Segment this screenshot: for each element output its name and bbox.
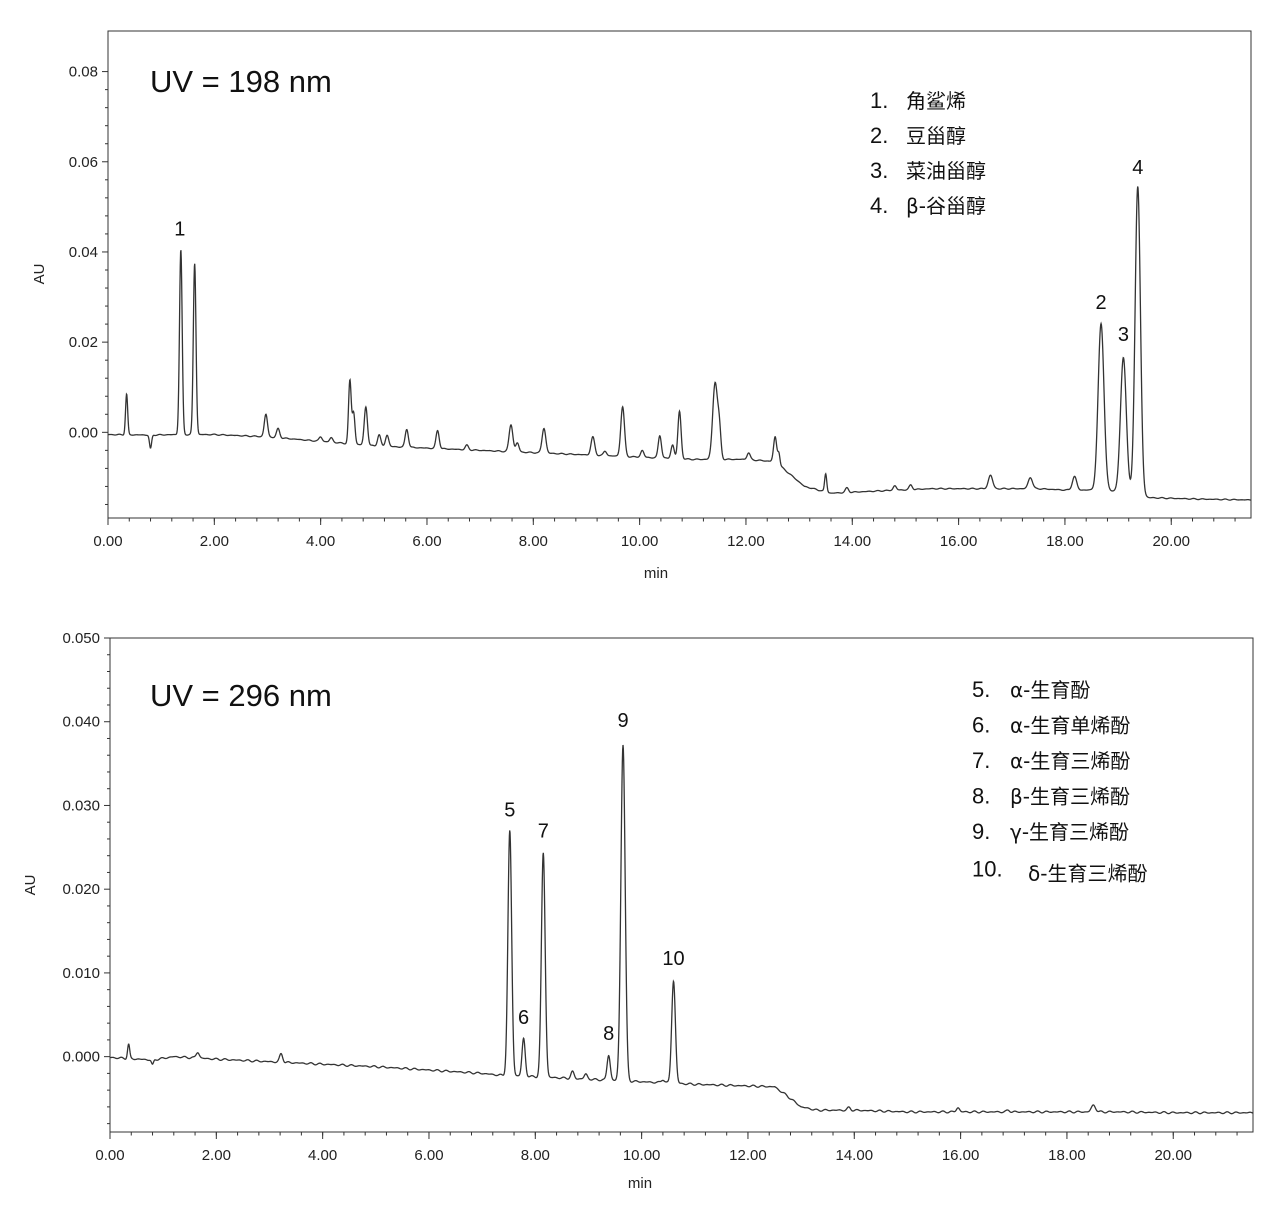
y-tick-label: 0.040 xyxy=(62,714,100,731)
peak-label: 4 xyxy=(1132,157,1143,179)
y-tick-label: 0.00 xyxy=(69,424,98,441)
plot-frame xyxy=(109,637,1254,1133)
y-tick-label: 0.000 xyxy=(62,1049,100,1066)
peak-labels: 1 23 4 xyxy=(174,157,1143,346)
peak-label: 5 xyxy=(504,800,515,822)
x-tick-label: 8.00 xyxy=(519,533,548,550)
legend-item-number: 2. xyxy=(870,123,888,148)
x-tick-label: 2.00 xyxy=(202,1147,231,1164)
x-tick-label: 4.00 xyxy=(306,533,335,550)
x-tick-label: 0.00 xyxy=(95,1147,124,1164)
trace-line xyxy=(108,186,1252,501)
legend: 5. α-生育酚 6. α-生育单烯酚 7. α-生育三烯酚 8. β-生育三烯酚 9. γ-生育… xyxy=(972,677,1147,886)
legend-item-number: 3. xyxy=(870,158,888,183)
y-ticks: 0.000 0.010 0.020 0.030 0.040 0.050 xyxy=(62,630,110,1125)
x-tick-label: 8.00 xyxy=(521,1147,550,1164)
peak-label: 7 xyxy=(538,821,549,843)
x-tick-label: 4.00 xyxy=(308,1147,337,1164)
y-tick-label: 0.020 xyxy=(62,881,100,898)
peak-label: 2 xyxy=(1096,292,1107,314)
peak-labels: 5 6 7 8 9 10 xyxy=(504,710,684,1045)
x-tick-label: 2.00 xyxy=(200,533,229,550)
peak-label: 10 xyxy=(662,948,684,970)
legend-item-name: α-生育三烯酚 xyxy=(1010,749,1130,773)
legend-item-name: α-生育酚 xyxy=(1010,678,1090,702)
y-tick-label: 0.06 xyxy=(69,154,98,171)
y-axis-label: AU xyxy=(31,264,48,285)
legend-item-number: 4. xyxy=(870,193,888,218)
peak-label: 8 xyxy=(603,1023,614,1045)
x-tick-label: 6.00 xyxy=(412,533,441,550)
x-tick-label: 20.00 xyxy=(1152,533,1190,550)
legend-item-number: 5. xyxy=(972,677,990,702)
x-ticks: 0.00 2.00 4.00 6.00 8.00 10.00 12.00 14.00 16.00… xyxy=(95,1132,1238,1164)
x-tick-label: 6.00 xyxy=(414,1147,443,1164)
x-tick-label: 12.00 xyxy=(727,533,765,550)
x-tick-label: 10.00 xyxy=(621,533,659,550)
legend-item-number: 1. xyxy=(870,88,888,113)
legend-item-number: 10. xyxy=(972,857,1003,882)
legend-item-number: 6. xyxy=(972,713,990,738)
trace-line xyxy=(109,744,1254,1115)
legend-item-name: 豆甾醇 xyxy=(906,124,966,148)
x-axis-label: min xyxy=(628,1175,652,1192)
y-tick-label: 0.04 xyxy=(69,244,98,261)
uv-wavelength-label: UV = 296 nm xyxy=(150,678,332,713)
chromatogram-296nm: 0.000 0.010 0.020 0.030 0.040 0.050 0.00 2.00 4… xyxy=(22,630,1254,1192)
plot-frame xyxy=(107,30,1252,519)
x-tick-label: 16.00 xyxy=(940,533,978,550)
y-tick-label: 0.02 xyxy=(69,334,98,351)
chromatogram-198nm: 0.00 0.02 0.04 0.06 0.08 0.00 2.00 4.00 6.00 8.0… xyxy=(31,30,1252,582)
peak-label: 6 xyxy=(518,1007,529,1029)
x-tick-label: 10.00 xyxy=(623,1147,661,1164)
y-ticks: 0.00 0.02 0.04 0.06 0.08 xyxy=(69,64,108,505)
x-tick-label: 20.00 xyxy=(1154,1147,1192,1164)
x-tick-label: 0.00 xyxy=(93,533,122,550)
y-tick-label: 0.010 xyxy=(62,965,100,982)
legend-item-name: 菜油甾醇 xyxy=(906,159,986,183)
legend-item-number: 8. xyxy=(972,784,990,809)
x-axis-label: min xyxy=(644,565,668,582)
legend-item-name: 角鲨烯 xyxy=(906,89,966,113)
x-tick-label: 18.00 xyxy=(1046,533,1084,550)
y-tick-label: 0.08 xyxy=(69,64,98,81)
x-tick-label: 14.00 xyxy=(834,533,872,550)
peak-label: 9 xyxy=(617,710,628,732)
x-tick-label: 18.00 xyxy=(1048,1147,1086,1164)
x-tick-label: 14.00 xyxy=(836,1147,874,1164)
legend-item-name: β-谷甾醇 xyxy=(906,194,986,218)
legend-item-name: β-生育三烯酚 xyxy=(1010,785,1130,809)
x-ticks: 0.00 2.00 4.00 6.00 8.00 10.00 12.00 14.00 16.00… xyxy=(93,518,1236,550)
y-axis-label: AU xyxy=(22,875,39,896)
legend: 1. 角鲨烯 2. 豆甾醇 3. 菜油甾醇 4. β-谷甾醇 xyxy=(870,88,986,218)
y-tick-label: 0.030 xyxy=(62,797,100,814)
legend-item-number: 9. xyxy=(972,819,990,844)
legend-item-number: 7. xyxy=(972,748,990,773)
x-tick-label: 12.00 xyxy=(729,1147,767,1164)
uv-wavelength-label: UV = 198 nm xyxy=(150,64,332,99)
peak-label: 1 xyxy=(174,219,185,241)
legend-item-name: δ-生育三烯酚 xyxy=(1028,862,1147,886)
legend-item-name: α-生育单烯酚 xyxy=(1010,714,1130,738)
peak-label: 3 xyxy=(1118,324,1129,346)
y-tick-label: 0.050 xyxy=(62,630,100,647)
legend-item-name: γ-生育三烯酚 xyxy=(1010,820,1129,844)
x-tick-label: 16.00 xyxy=(942,1147,980,1164)
